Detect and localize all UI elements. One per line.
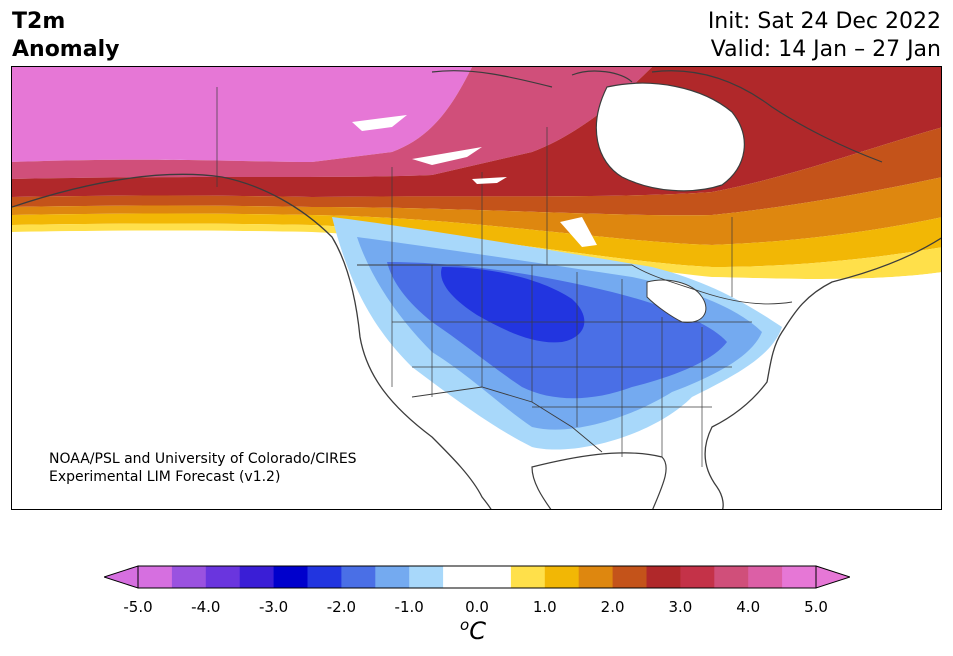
- colorbar-swatch: [341, 566, 376, 588]
- colorbar-tick-label: 3.0: [668, 598, 693, 616]
- colorbar-swatch: [646, 566, 681, 588]
- anomaly-band-dark-orange: [12, 127, 941, 216]
- credit-line-1: NOAA/PSL and University of Colorado/CIRE…: [49, 451, 357, 467]
- canadian-lake: [412, 147, 482, 165]
- init-date: Init: Sat 24 Dec 2022: [707, 9, 941, 34]
- arctic-islands: [431, 70, 883, 163]
- gulf-of-mexico: [531, 452, 667, 509]
- colorbar-tick-label: -2.0: [326, 598, 357, 616]
- colorbar-swatch: [409, 566, 444, 588]
- colorbar-swatch: [782, 566, 817, 588]
- anomaly-band-blue: [441, 267, 585, 343]
- colorbar-tick-label: -5.0: [123, 598, 153, 616]
- colorbar-swatch: [171, 566, 207, 588]
- colorbar-tick-label: -4.0: [191, 598, 221, 616]
- valid-dates: Valid: 14 Jan – 27 Jan: [710, 37, 941, 62]
- atlantic-ocean: [615, 272, 941, 509]
- colorbar-swatch: [714, 566, 749, 588]
- us-canada-border: [357, 264, 793, 305]
- colorbar-swatch: [510, 566, 546, 588]
- colorbar-swatch: [307, 566, 342, 588]
- colorbar-swatch: [578, 566, 614, 588]
- forecast-dates: Init: Sat 24 Dec 2022 Valid: 14 Jan – 27…: [708, 8, 941, 64]
- colorbar-swatch: [273, 566, 308, 588]
- colorbar-swatch: [443, 566, 478, 588]
- colorbar-tick-label: 5.0: [804, 598, 828, 616]
- colorbar-tick-label: 1.0: [532, 598, 557, 616]
- degree-symbol: o: [460, 616, 470, 634]
- unit-label: C: [469, 617, 486, 645]
- pacific-ocean: [12, 230, 500, 509]
- hudson-bay: [595, 82, 745, 192]
- colorbar-swatch: [748, 566, 783, 588]
- canadian-lake: [472, 177, 507, 184]
- colorbar-units: oC: [460, 616, 486, 645]
- colorbar-swatch: [375, 566, 410, 588]
- colorbar-tick-label: 2.0: [600, 598, 625, 616]
- colorbar-under-arrow: [104, 565, 139, 589]
- anomaly-band-orange: [12, 177, 941, 245]
- colorbar-tick-label: -3.0: [258, 598, 289, 616]
- colorbar: [104, 565, 850, 589]
- canadian-lake: [560, 217, 597, 247]
- map-title: T2m Anomaly: [12, 8, 119, 64]
- west-coastline: [12, 173, 492, 509]
- colorbar-swatch: [544, 566, 580, 588]
- anomaly-band-yellow: [12, 223, 941, 280]
- colorbar-swatch: [477, 566, 512, 588]
- title-line-2: Anomaly: [12, 37, 120, 62]
- colorbar-swatch: [205, 566, 241, 588]
- colorbar-swatch: [680, 566, 715, 588]
- anomaly-band-amber: [12, 213, 941, 267]
- great-lakes: [646, 279, 707, 323]
- colorbar-swatch: [138, 566, 173, 588]
- state-borders: [391, 265, 752, 467]
- canadian-lake: [352, 115, 407, 131]
- colorbar-swatch: [239, 566, 275, 588]
- credit-line-2: Experimental LIM Forecast (v1.2): [49, 469, 281, 485]
- credit-text: NOAA/PSL and University of Colorado/CIRE…: [49, 450, 357, 486]
- map-canvas: [12, 67, 941, 509]
- title-line-1: T2m: [12, 9, 66, 34]
- anomaly-band-rose: [12, 67, 652, 179]
- colorbar-tick-label: 4.0: [736, 598, 761, 616]
- anomaly-band-pink: [12, 67, 472, 162]
- colorbar-tick-label: 0.0: [465, 598, 489, 616]
- colorbar-tick-label: -1.0: [394, 598, 424, 616]
- anomaly-map: [11, 66, 942, 510]
- colorbar-tick-labels: -5.0 -4.0 -3.0 -2.0 -1.0 0.0 1.0 2.0 3.0 4.0 5.0: [0, 598, 953, 618]
- canada-province-borders: [216, 87, 733, 297]
- colorbar-over-arrow: [815, 565, 850, 589]
- east-coastline: [704, 237, 941, 509]
- colorbar-swatch: [612, 566, 647, 588]
